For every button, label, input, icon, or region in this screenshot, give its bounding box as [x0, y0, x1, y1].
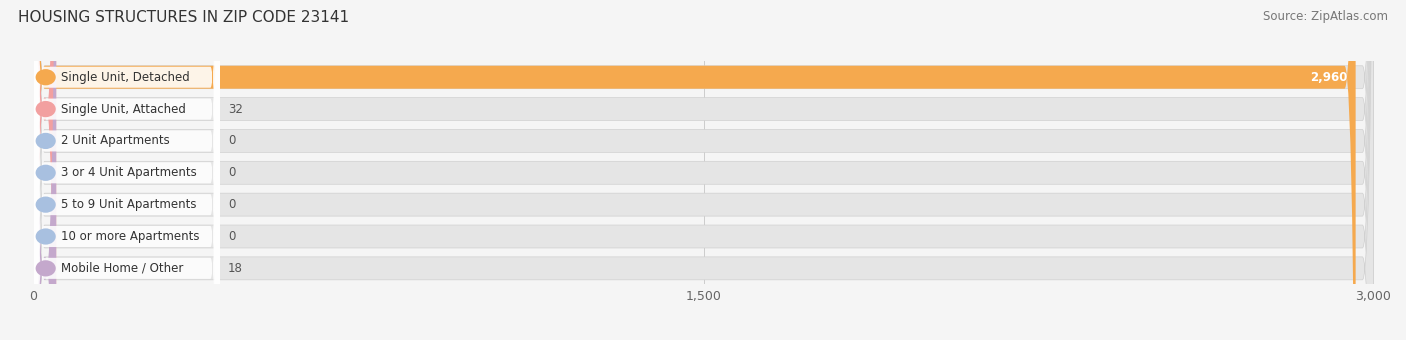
- FancyBboxPatch shape: [34, 0, 1355, 340]
- FancyBboxPatch shape: [34, 0, 219, 340]
- FancyBboxPatch shape: [34, 0, 219, 340]
- Text: 18: 18: [228, 262, 243, 275]
- Text: 0: 0: [228, 230, 235, 243]
- FancyBboxPatch shape: [34, 0, 1374, 340]
- Ellipse shape: [35, 165, 56, 181]
- FancyBboxPatch shape: [34, 0, 1374, 340]
- Ellipse shape: [35, 69, 56, 85]
- Text: 3 or 4 Unit Apartments: 3 or 4 Unit Apartments: [60, 166, 197, 179]
- FancyBboxPatch shape: [34, 0, 219, 340]
- FancyBboxPatch shape: [34, 0, 1374, 340]
- Ellipse shape: [35, 133, 56, 149]
- Text: HOUSING STRUCTURES IN ZIP CODE 23141: HOUSING STRUCTURES IN ZIP CODE 23141: [18, 10, 350, 25]
- FancyBboxPatch shape: [34, 0, 1374, 340]
- Text: 2 Unit Apartments: 2 Unit Apartments: [60, 134, 170, 148]
- Ellipse shape: [35, 101, 56, 117]
- FancyBboxPatch shape: [34, 0, 219, 340]
- Text: 5 to 9 Unit Apartments: 5 to 9 Unit Apartments: [60, 198, 197, 211]
- Text: 0: 0: [228, 134, 235, 148]
- FancyBboxPatch shape: [34, 0, 56, 340]
- Text: Mobile Home / Other: Mobile Home / Other: [60, 262, 183, 275]
- FancyBboxPatch shape: [34, 0, 1374, 340]
- Text: 2,960: 2,960: [1310, 71, 1347, 84]
- Text: 10 or more Apartments: 10 or more Apartments: [60, 230, 200, 243]
- Text: 0: 0: [228, 198, 235, 211]
- Ellipse shape: [35, 197, 56, 213]
- Text: 0: 0: [228, 166, 235, 179]
- FancyBboxPatch shape: [34, 0, 219, 340]
- Text: 32: 32: [228, 103, 243, 116]
- FancyBboxPatch shape: [34, 0, 1374, 340]
- Text: Single Unit, Detached: Single Unit, Detached: [60, 71, 190, 84]
- Ellipse shape: [35, 260, 56, 276]
- Text: Single Unit, Attached: Single Unit, Attached: [60, 103, 186, 116]
- FancyBboxPatch shape: [34, 0, 219, 340]
- FancyBboxPatch shape: [34, 0, 219, 340]
- Text: Source: ZipAtlas.com: Source: ZipAtlas.com: [1263, 10, 1388, 23]
- FancyBboxPatch shape: [34, 0, 56, 340]
- Ellipse shape: [35, 228, 56, 244]
- FancyBboxPatch shape: [34, 0, 1374, 340]
